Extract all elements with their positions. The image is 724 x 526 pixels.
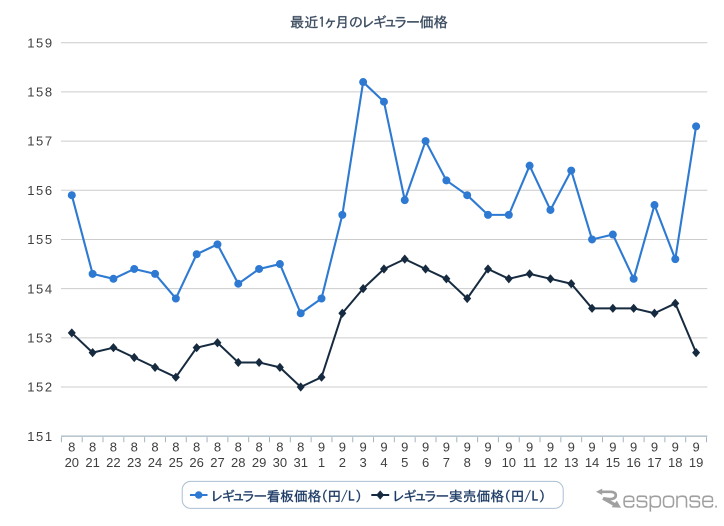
svg-text:8: 8 bbox=[464, 455, 471, 470]
svg-text:23: 23 bbox=[127, 455, 141, 470]
svg-text:1: 1 bbox=[318, 455, 325, 470]
svg-text:14: 14 bbox=[585, 455, 599, 470]
svg-text:26: 26 bbox=[189, 455, 203, 470]
svg-text:24: 24 bbox=[148, 455, 162, 470]
svg-text:9: 9 bbox=[401, 440, 408, 455]
svg-text:8: 8 bbox=[235, 440, 242, 455]
svg-text:152: 152 bbox=[27, 380, 54, 395]
svg-text:8: 8 bbox=[131, 440, 138, 455]
svg-text:9: 9 bbox=[464, 440, 471, 455]
svg-text:8: 8 bbox=[193, 440, 200, 455]
svg-text:6: 6 bbox=[422, 455, 429, 470]
svg-text:8: 8 bbox=[255, 440, 262, 455]
svg-text:9: 9 bbox=[672, 440, 679, 455]
svg-text:9: 9 bbox=[505, 440, 512, 455]
svg-text:28: 28 bbox=[231, 455, 245, 470]
svg-text:9: 9 bbox=[692, 440, 699, 455]
svg-text:25: 25 bbox=[169, 455, 183, 470]
svg-text:151: 151 bbox=[27, 429, 54, 444]
svg-text:8: 8 bbox=[214, 440, 221, 455]
svg-text:2: 2 bbox=[339, 455, 346, 470]
svg-text:18: 18 bbox=[668, 455, 682, 470]
svg-text:9: 9 bbox=[609, 440, 616, 455]
svg-text:16: 16 bbox=[626, 455, 640, 470]
svg-text:8: 8 bbox=[297, 440, 304, 455]
svg-text:20: 20 bbox=[65, 455, 79, 470]
svg-text:13: 13 bbox=[564, 455, 578, 470]
svg-text:8: 8 bbox=[89, 440, 96, 455]
svg-text:29: 29 bbox=[252, 455, 266, 470]
svg-text:9: 9 bbox=[588, 440, 595, 455]
svg-text:8: 8 bbox=[110, 440, 117, 455]
svg-text:155: 155 bbox=[27, 232, 54, 247]
svg-text:9: 9 bbox=[484, 440, 491, 455]
svg-text:10: 10 bbox=[502, 455, 516, 470]
svg-text:9: 9 bbox=[547, 440, 554, 455]
svg-text:9: 9 bbox=[318, 440, 325, 455]
svg-text:27: 27 bbox=[210, 455, 224, 470]
svg-text:30: 30 bbox=[273, 455, 287, 470]
svg-text:154: 154 bbox=[27, 281, 54, 296]
svg-text:159: 159 bbox=[27, 35, 54, 50]
svg-text:22: 22 bbox=[106, 455, 120, 470]
svg-text:156: 156 bbox=[27, 183, 54, 198]
svg-text:9: 9 bbox=[360, 440, 367, 455]
svg-text:9: 9 bbox=[526, 440, 533, 455]
svg-text:31: 31 bbox=[293, 455, 307, 470]
svg-text:157: 157 bbox=[27, 134, 54, 149]
svg-text:9: 9 bbox=[380, 440, 387, 455]
svg-text:3: 3 bbox=[360, 455, 367, 470]
svg-text:9: 9 bbox=[651, 440, 658, 455]
svg-text:12: 12 bbox=[543, 455, 557, 470]
svg-text:9: 9 bbox=[568, 440, 575, 455]
svg-text:8: 8 bbox=[276, 440, 283, 455]
svg-text:9: 9 bbox=[339, 440, 346, 455]
svg-text:8: 8 bbox=[151, 440, 158, 455]
svg-text:15: 15 bbox=[606, 455, 620, 470]
svg-text:9: 9 bbox=[484, 455, 491, 470]
svg-text:4: 4 bbox=[380, 455, 387, 470]
svg-text:153: 153 bbox=[27, 330, 54, 345]
svg-text:11: 11 bbox=[523, 455, 537, 470]
svg-text:8: 8 bbox=[68, 440, 75, 455]
svg-text:158: 158 bbox=[27, 84, 54, 99]
svg-text:9: 9 bbox=[422, 440, 429, 455]
svg-text:9: 9 bbox=[630, 440, 637, 455]
svg-text:9: 9 bbox=[443, 440, 450, 455]
svg-text:21: 21 bbox=[85, 455, 99, 470]
svg-text:8: 8 bbox=[172, 440, 179, 455]
svg-text:17: 17 bbox=[647, 455, 661, 470]
svg-text:7: 7 bbox=[443, 455, 450, 470]
svg-text:5: 5 bbox=[401, 455, 408, 470]
svg-text:19: 19 bbox=[689, 455, 703, 470]
